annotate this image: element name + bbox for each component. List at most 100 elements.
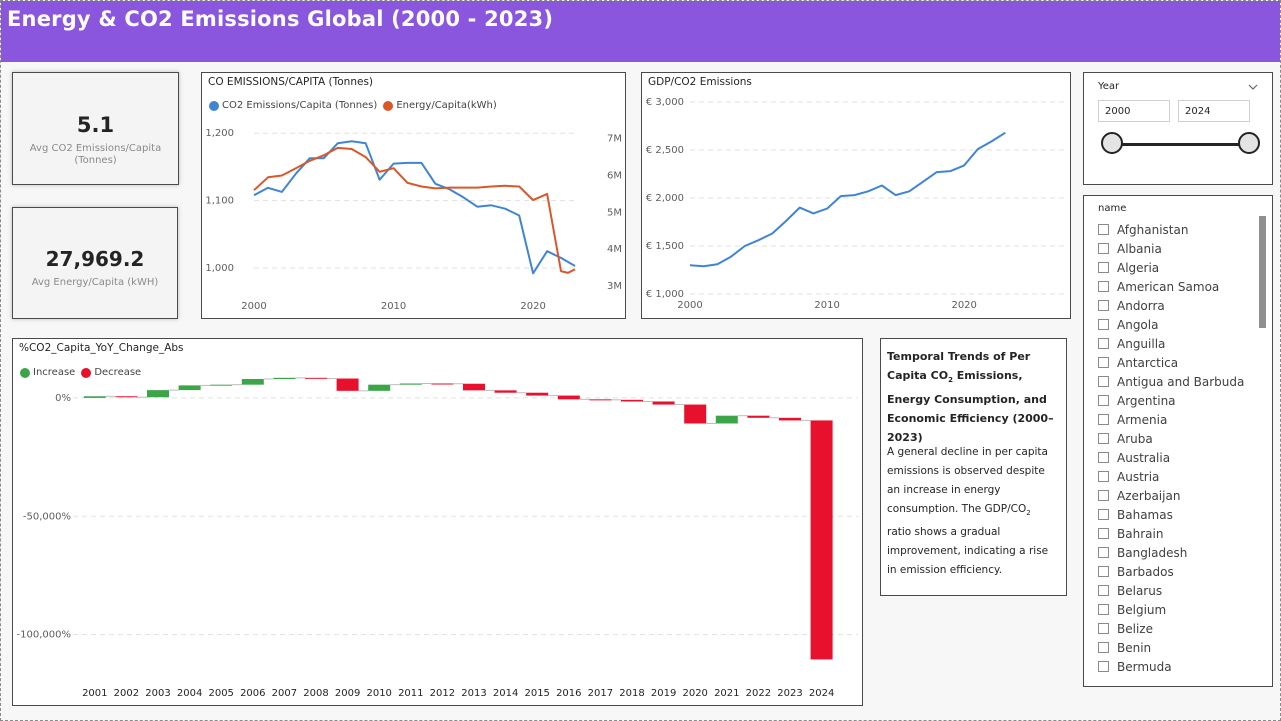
co2-energy-chart[interactable]: CO EMISSIONS/CAPITA (Tonnes) CO2 Emissio… [201, 72, 626, 319]
co2-chart-plot: 1,000 1,100 1,200 3M 4M 5M 6M 7M 2000 2010 2020 [205, 128, 622, 312]
checkbox-icon[interactable] [1098, 528, 1109, 539]
legend-item-energy[interactable]: Energy/Capita(kWh) [383, 100, 497, 111]
name-slicer-item[interactable]: Anguilla [1098, 334, 1165, 353]
legend-item-co2[interactable]: CO2 Emissions/Capita (Tonnes) [209, 100, 377, 111]
x-tick-label: 2008 [303, 688, 328, 699]
checkbox-icon[interactable] [1098, 281, 1109, 292]
checkbox-icon[interactable] [1098, 433, 1109, 444]
x-tick-label: 2000 [241, 301, 266, 312]
year-from-input[interactable]: 2000 [1098, 100, 1170, 122]
year-to-input[interactable]: 2024 [1178, 100, 1250, 122]
name-slicer-item-label: American Samoa [1117, 279, 1220, 294]
name-slicer-item[interactable]: American Samoa [1098, 277, 1219, 296]
x-tick-label: 2020 [682, 688, 707, 699]
name-slicer-item[interactable]: Andorra [1098, 296, 1165, 315]
name-slicer-item[interactable]: Bangladesh [1098, 543, 1187, 562]
x-tick-label: 2010 [381, 301, 406, 312]
checkbox-icon[interactable] [1098, 376, 1109, 387]
name-slicer-item[interactable]: Bahamas [1098, 505, 1173, 524]
co2-series-line [253, 140, 576, 275]
name-slicer-item[interactable]: Argentina [1098, 391, 1176, 410]
name-slicer-item[interactable]: Belarus [1098, 581, 1162, 600]
checkbox-icon[interactable] [1098, 604, 1109, 615]
checkbox-icon[interactable] [1098, 452, 1109, 463]
checkbox-icon[interactable] [1098, 547, 1109, 558]
y-right-tick-label: 3M [607, 281, 622, 292]
x-tick-label: 2011 [398, 688, 423, 699]
name-slicer-item-label: Angola [1117, 317, 1159, 332]
x-tick-label: 2023 [777, 688, 802, 699]
report-title: Energy & CO2 Emissions Global (2000 - 20… [7, 7, 554, 31]
name-slicer-item-label: Belize [1117, 621, 1153, 636]
x-tick-label: 2001 [82, 688, 107, 699]
name-slicer-item[interactable]: Belize [1098, 619, 1153, 638]
checkbox-icon[interactable] [1098, 319, 1109, 330]
name-slicer-item[interactable]: Albania [1098, 239, 1162, 258]
name-slicer-item-label: Bahrain [1117, 526, 1164, 541]
name-slicer-item[interactable]: Barbados [1098, 562, 1174, 581]
name-slicer-item[interactable]: Antigua and Barbuda [1098, 372, 1244, 391]
x-tick-label: 2014 [493, 688, 518, 699]
name-slicer-item-label: Albania [1117, 241, 1162, 256]
x-tick-label: 2012 [430, 688, 455, 699]
insight-title: Temporal Trends of Per Capita CO2 Emissi… [887, 347, 1060, 447]
name-slicer-item[interactable]: Austria [1098, 467, 1159, 486]
name-slicer-item-label: Bermuda [1117, 659, 1172, 674]
name-slicer-item-label: Aruba [1117, 431, 1153, 446]
waterfall-bar [589, 399, 612, 401]
kpi-card-co2[interactable]: 5.1 Avg CO2 Emissions/Capita (Tonnes) [12, 72, 179, 185]
legend-label-co2: CO2 Emissions/Capita (Tonnes) [222, 100, 378, 111]
legend-item-decrease[interactable]: Decrease [81, 367, 141, 378]
energy-series-line [253, 146, 576, 274]
checkbox-icon[interactable] [1098, 661, 1109, 672]
name-slicer-item[interactable]: Australia [1098, 448, 1170, 467]
name-slicer-item[interactable]: Bermuda [1098, 657, 1172, 676]
checkbox-icon[interactable] [1098, 642, 1109, 653]
legend-label-energy: Energy/Capita(kWh) [396, 100, 497, 111]
name-slicer-item[interactable]: Antarctica [1098, 353, 1178, 372]
checkbox-icon[interactable] [1098, 224, 1109, 235]
year-range-start-handle[interactable] [1101, 132, 1123, 154]
name-slicer-item-label: Andorra [1117, 298, 1165, 313]
waterfall-bar [747, 415, 770, 418]
waterfall-bar [431, 383, 454, 385]
checkbox-icon[interactable] [1098, 490, 1109, 501]
legend-dot-decrease [81, 367, 92, 378]
checkbox-icon[interactable] [1098, 585, 1109, 596]
name-slicer-item[interactable]: Aruba [1098, 429, 1153, 448]
name-slicer-item[interactable]: Afghanistan [1098, 220, 1188, 239]
y-tick-label: € 3,000 [646, 97, 684, 108]
checkbox-icon[interactable] [1098, 300, 1109, 311]
checkbox-icon[interactable] [1098, 357, 1109, 368]
name-slicer-item[interactable]: Azerbaijan [1098, 486, 1180, 505]
year-range-end-handle[interactable] [1238, 132, 1260, 154]
waterfall-bar [526, 392, 549, 396]
checkbox-icon[interactable] [1098, 338, 1109, 349]
name-slicer-item[interactable]: Armenia [1098, 410, 1167, 429]
checkbox-icon[interactable] [1098, 566, 1109, 577]
gdp-chart[interactable]: GDP/CO2 Emissions € 1,000 € 1,500 € 2,000 €… [641, 72, 1071, 319]
checkbox-icon[interactable] [1098, 623, 1109, 634]
name-slicer-item[interactable]: Algeria [1098, 258, 1159, 277]
checkbox-icon[interactable] [1098, 243, 1109, 254]
yoy-waterfall-chart[interactable]: %CO2_Capita_YoY_Change_Abs Increase Decr… [12, 338, 863, 706]
legend-item-increase[interactable]: Increase [20, 367, 75, 378]
checkbox-icon[interactable] [1098, 262, 1109, 273]
kpi-card-energy[interactable]: 27,969.2 Avg Energy/Capita (kWH) [12, 207, 178, 319]
name-slicer-scrollbar[interactable] [1259, 216, 1266, 328]
checkbox-icon[interactable] [1098, 471, 1109, 482]
checkbox-icon[interactable] [1098, 414, 1109, 425]
year-range-track[interactable] [1113, 143, 1250, 146]
waterfall-bar [779, 417, 801, 421]
name-slicer-item[interactable]: Angola [1098, 315, 1158, 334]
x-tick-label: 2007 [272, 688, 297, 699]
y-tick-label: € 1,000 [646, 289, 684, 300]
name-slicer-item[interactable]: Bahrain [1098, 524, 1163, 543]
chevron-down-icon[interactable] [1248, 84, 1258, 90]
name-slicer-item[interactable]: Belgium [1098, 600, 1166, 619]
name-slicer-item[interactable]: Benin [1098, 638, 1151, 657]
co2-chart-title: CO EMISSIONS/CAPITA (Tonnes) [208, 76, 374, 88]
y-left-tick-label: 1,100 [205, 196, 234, 207]
checkbox-icon[interactable] [1098, 509, 1109, 520]
checkbox-icon[interactable] [1098, 395, 1109, 406]
